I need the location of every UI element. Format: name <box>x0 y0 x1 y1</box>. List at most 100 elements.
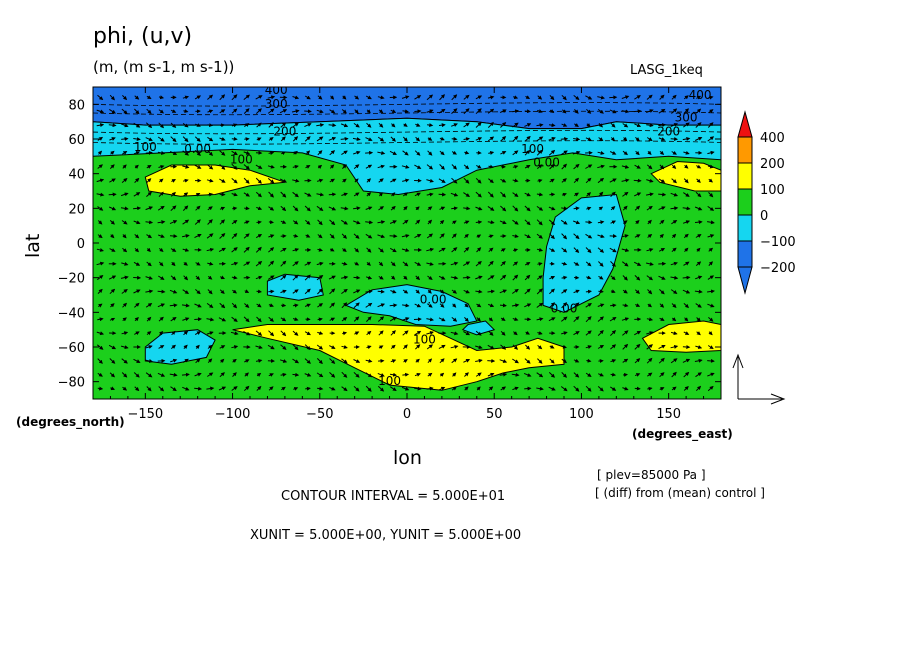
wind-vector <box>598 289 604 294</box>
wind-vector <box>231 386 238 391</box>
wind-vector <box>317 386 324 391</box>
wind-vector <box>267 178 275 184</box>
wind-vector <box>475 275 483 280</box>
wind-vector <box>560 316 568 322</box>
wind-vector <box>561 178 567 183</box>
wind-vector <box>207 344 213 349</box>
wind-vector <box>707 234 715 238</box>
wind-vector <box>267 344 275 350</box>
contour-label: 400 <box>265 83 288 97</box>
wind-vector <box>244 303 250 308</box>
wind-vector <box>304 331 311 336</box>
wind-vector <box>597 316 604 322</box>
contour-label: 0.00 <box>551 301 578 315</box>
wind-vector <box>206 178 214 183</box>
wind-vector <box>427 303 433 308</box>
wind-vector <box>598 261 604 267</box>
wind-vector <box>292 205 299 212</box>
wind-vector <box>659 317 665 321</box>
wind-vector <box>157 150 166 155</box>
wind-vector <box>231 261 239 266</box>
wind-vector <box>573 261 580 266</box>
wind-vector <box>365 137 373 141</box>
wind-vector <box>304 109 312 114</box>
wind-vector <box>695 191 702 198</box>
wind-vector <box>329 386 336 391</box>
wind-vector <box>537 262 543 266</box>
wind-vector <box>280 220 287 224</box>
wind-vector <box>707 303 715 308</box>
colorbar-segment <box>737 136 753 164</box>
wind-vector <box>438 317 446 322</box>
wind-vector <box>633 192 642 197</box>
wind-vector <box>475 191 482 198</box>
wind-vector <box>317 164 323 169</box>
y-tick-label: 40 <box>68 168 85 183</box>
wind-vector <box>659 233 664 239</box>
wind-vector <box>609 247 617 253</box>
wind-vector <box>145 345 153 349</box>
wind-vector <box>707 164 715 169</box>
wind-vector <box>426 344 433 350</box>
wind-vector <box>316 123 325 128</box>
wind-vector <box>598 275 604 280</box>
wind-vector <box>585 95 593 100</box>
wind-vector <box>524 288 531 295</box>
wind-vector <box>464 372 469 377</box>
wind-vector <box>585 247 592 254</box>
wind-vector <box>194 150 201 156</box>
wind-vector <box>647 386 653 391</box>
wind-vector <box>109 358 116 364</box>
wind-vector <box>438 178 446 183</box>
wind-vector <box>207 109 214 114</box>
wind-vector <box>512 288 519 294</box>
wind-vector <box>292 191 299 198</box>
wind-vector <box>389 150 397 155</box>
wind-vector <box>353 302 360 309</box>
wind-vector <box>537 95 543 100</box>
wind-vector <box>402 261 409 267</box>
wind-vector <box>146 261 152 267</box>
wind-vector <box>110 233 115 239</box>
wind-vector <box>390 205 396 211</box>
wind-vector <box>573 385 580 392</box>
wind-vector <box>585 233 593 239</box>
wind-vector <box>256 303 262 308</box>
wind-vector <box>158 178 164 183</box>
wind-vector <box>463 331 471 336</box>
wind-vector <box>243 385 250 392</box>
wind-vector <box>451 136 458 141</box>
wind-vector <box>109 108 116 114</box>
wind-vector <box>537 358 543 364</box>
wind-vector <box>622 123 629 128</box>
wind-vector <box>451 358 458 364</box>
wind-vector <box>268 330 275 337</box>
wind-vector <box>622 234 629 239</box>
wind-vector <box>623 136 628 142</box>
wind-vector <box>378 192 383 197</box>
wind-vector <box>207 275 213 280</box>
wind-vector <box>487 275 495 281</box>
wind-vector <box>426 331 434 335</box>
wind-vector <box>377 372 385 377</box>
wind-vector <box>512 178 519 183</box>
wind-vector <box>145 122 153 129</box>
wind-vector <box>659 219 665 225</box>
wind-vector <box>365 275 373 280</box>
wind-vector <box>366 261 371 266</box>
wind-vector <box>524 219 531 226</box>
wind-vector <box>683 233 689 239</box>
wind-vector <box>231 94 238 101</box>
wind-vector <box>707 220 715 225</box>
wind-vector <box>328 192 337 197</box>
wind-vector <box>464 317 469 322</box>
wind-vector <box>487 95 495 100</box>
wind-vector <box>622 330 629 336</box>
wind-vector <box>317 317 323 322</box>
wind-vector <box>378 109 384 114</box>
wind-vector <box>365 372 373 378</box>
wind-vector <box>280 247 287 252</box>
wind-vector <box>109 288 116 295</box>
wind-vector <box>451 150 457 155</box>
wind-vector <box>707 136 715 142</box>
